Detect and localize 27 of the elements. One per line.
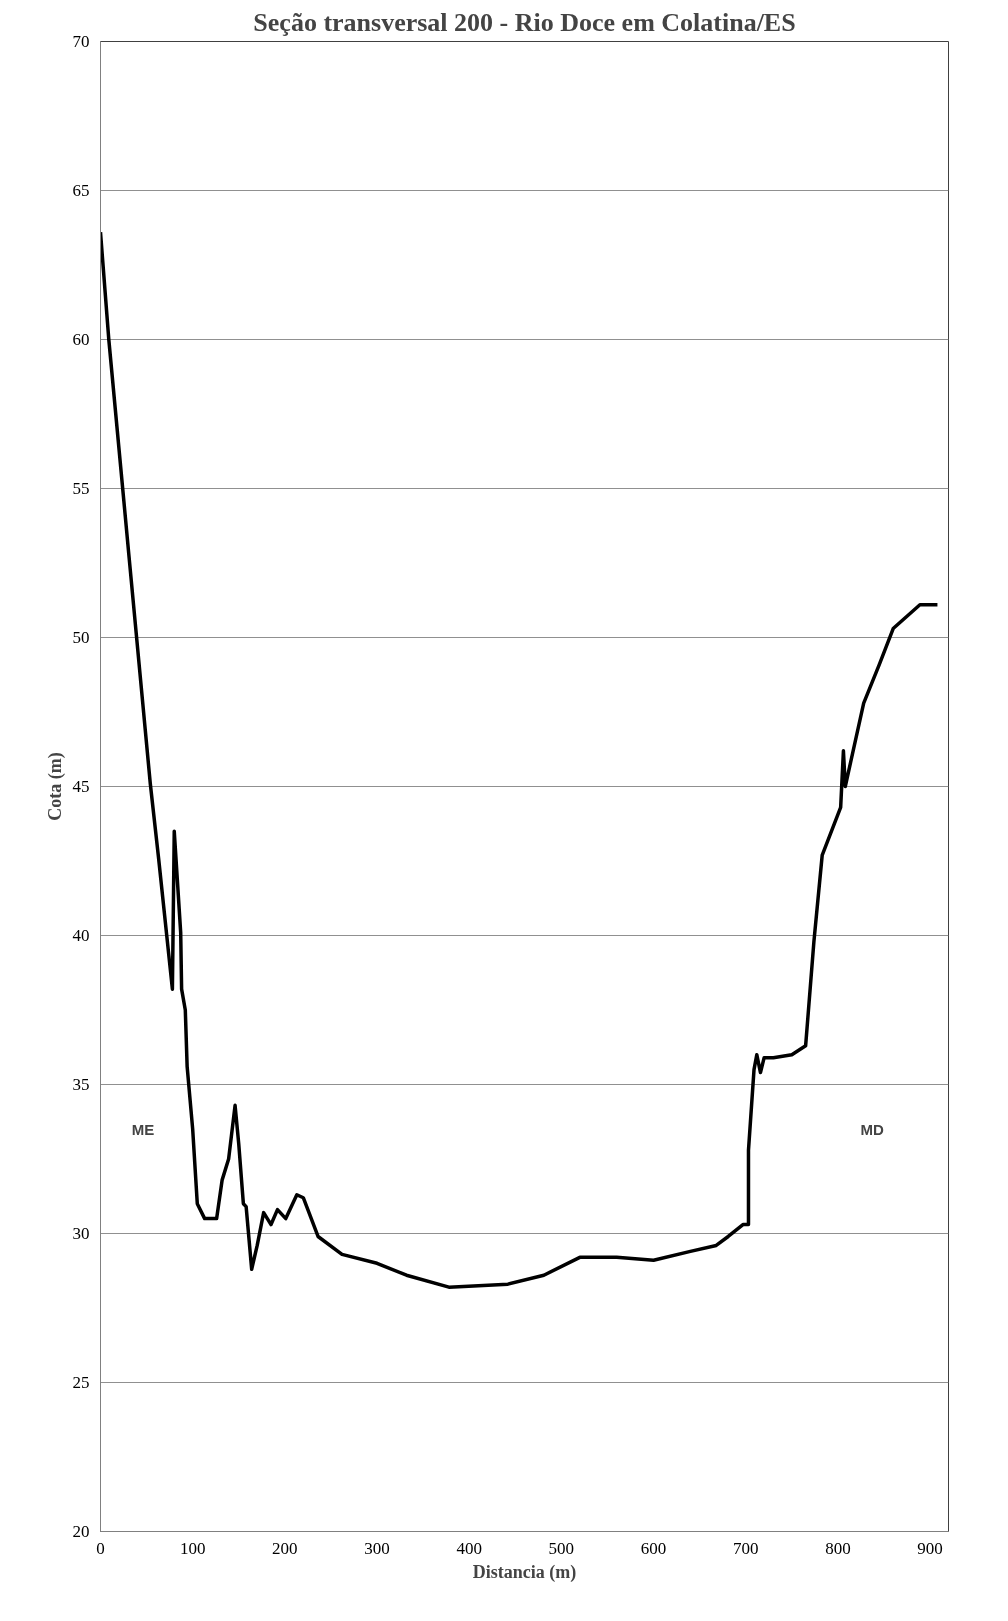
y-tick-label: 55 [72, 479, 90, 498]
x-tick-label: 0 [96, 1538, 105, 1558]
x-tick-label: 600 [640, 1538, 667, 1558]
x-tick-label: 100 [179, 1538, 206, 1558]
y-tick-label: 30 [72, 1224, 90, 1243]
y-tick-label: 65 [72, 181, 90, 200]
x-tick-label: 500 [548, 1538, 575, 1558]
y-tick-label: 60 [72, 330, 90, 349]
y-tick-label: 40 [72, 926, 90, 945]
x-tick-label: 400 [456, 1538, 482, 1558]
x-tick-label: 800 [825, 1538, 851, 1558]
y-tick-label: 35 [72, 1075, 90, 1094]
y-tick-label: 45 [72, 777, 90, 796]
x-axis-title: Distancia (m) [472, 1561, 577, 1583]
y-tick-label: 70 [72, 32, 90, 51]
x-tick-label: 900 [917, 1538, 943, 1558]
y-axis-title: Cota (m) [44, 752, 66, 821]
y-tick-label: 50 [72, 628, 90, 647]
annotation: ME [131, 1120, 155, 1138]
y-tick-label: 25 [72, 1373, 90, 1392]
line-series [100, 230, 940, 1289]
chart-title: Seção transversal 200 - Rio Doce em Colatina/ES [253, 7, 796, 37]
x-tick-label: 200 [272, 1538, 298, 1558]
annotation: MD [860, 1120, 885, 1138]
x-tick-label: 700 [732, 1538, 759, 1558]
y-tick-label: 20 [72, 1522, 90, 1541]
x-tick-label: 300 [364, 1538, 390, 1558]
